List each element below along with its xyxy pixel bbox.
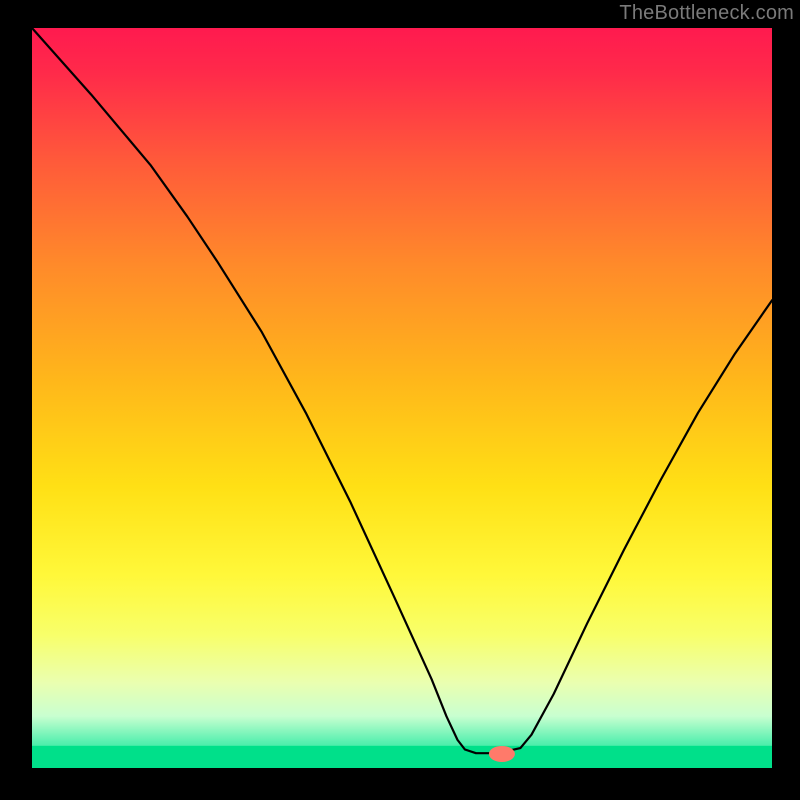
- watermark-text: TheBottleneck.com: [619, 2, 794, 25]
- optimal-point-marker: [489, 746, 515, 762]
- plot-gradient: [32, 28, 772, 768]
- bottleneck-chart: [0, 0, 800, 800]
- bottom-green-band: [32, 746, 772, 768]
